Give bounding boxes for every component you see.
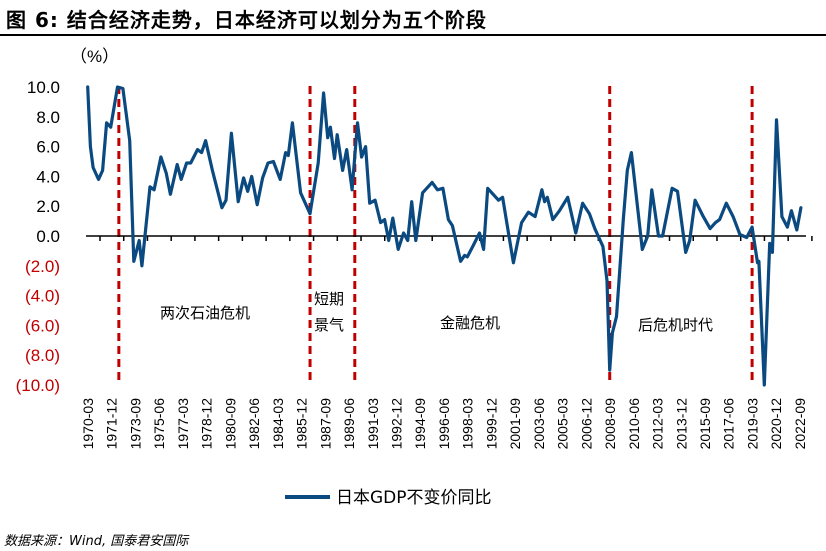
x-tick-label: 2001-09: [507, 398, 523, 450]
annotation-short-boom-1: 短期: [314, 290, 344, 308]
x-tick-label: 2010-06: [626, 398, 642, 450]
y-tick-label: 2.0: [36, 197, 60, 216]
annotation-financial-crisis: 金融危机: [440, 314, 500, 332]
y-axis-unit-label: （%）: [70, 47, 119, 66]
y-tick-label: (6.0): [25, 316, 60, 335]
y-tick-label: 4.0: [36, 167, 60, 186]
x-tick-label: 1973-09: [127, 398, 143, 450]
x-tick-label: 2005-03: [555, 398, 571, 450]
x-tick-label: 1971-12: [104, 398, 120, 450]
x-tick-label: 1977-03: [175, 398, 191, 450]
x-tick-label: 2022-09: [792, 398, 808, 450]
annotation-oil-crisis: 两次石油危机: [160, 304, 250, 322]
x-tick-label: 1996-06: [436, 398, 452, 450]
x-tick-label: 2012-03: [650, 398, 666, 450]
x-tick-label: 1980-09: [222, 398, 238, 450]
y-tick-label: (10.0): [16, 376, 60, 395]
x-tick-label: 1992-12: [388, 398, 404, 450]
y-tick-label: (2.0): [25, 257, 60, 276]
legend-label: 日本GDP不变价同比: [336, 488, 492, 508]
y-tick-label: (4.0): [25, 287, 60, 306]
y-tick-label: 6.0: [36, 138, 60, 157]
x-tick-label: 1985-12: [294, 398, 310, 450]
x-tick-label: 1998-03: [460, 398, 476, 450]
x-tick-label: 2019-03: [744, 398, 760, 450]
x-tick-label: 1984-03: [270, 398, 286, 450]
y-tick-label: 0.0: [36, 227, 60, 246]
x-tick-label: 1987-09: [317, 398, 333, 450]
x-tick-label: 1999-12: [483, 398, 499, 450]
x-tick-label: 2017-06: [721, 398, 737, 450]
x-tick-label: 1991-03: [365, 398, 381, 450]
source-note: 数据来源：Wind, 国泰君安国际: [4, 534, 189, 549]
x-tick-label: 1970-03: [80, 398, 96, 450]
x-tick-label: 2020-12: [768, 398, 784, 450]
annotation-post-crisis: 后危机时代: [638, 316, 713, 334]
x-tick-label: 2006-12: [578, 398, 594, 450]
x-tick-label: 1994-09: [412, 398, 428, 450]
x-tick-label: 1982-06: [246, 398, 262, 450]
x-tick-label: 1989-06: [341, 398, 357, 450]
x-tick-label: 2013-12: [673, 398, 689, 450]
y-tick-label: 8.0: [36, 108, 60, 127]
x-tick-label: 2015-09: [697, 398, 713, 450]
x-tick-label: 2003-06: [531, 398, 547, 450]
x-tick-label: 1975-06: [151, 398, 167, 450]
title-rule: [0, 34, 826, 36]
series-line-japan-gdp: [86, 85, 803, 387]
x-tick-label: 1978-12: [199, 398, 215, 450]
figure-title: 图 6: 结合经济走势，日本经济可以划分为五个阶段: [6, 8, 487, 32]
y-tick-label: (8.0): [25, 346, 60, 365]
annotation-short-boom-2: 景气: [314, 316, 344, 334]
y-tick-label: 10.0: [27, 78, 60, 97]
x-tick-label: 2008-09: [602, 398, 618, 450]
